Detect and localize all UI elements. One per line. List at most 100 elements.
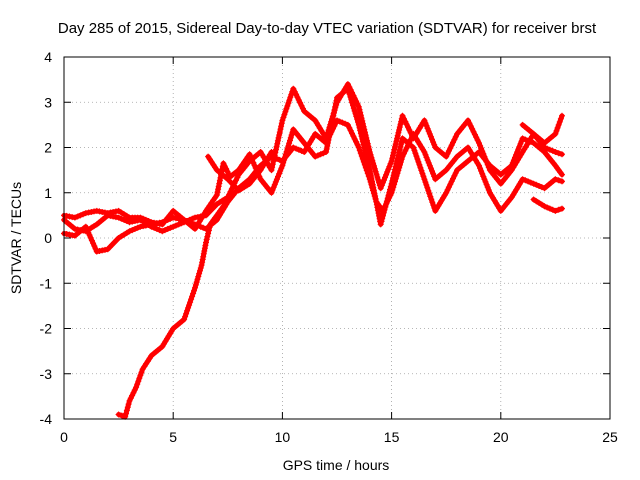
data-point-marker bbox=[82, 210, 89, 217]
data-point-marker bbox=[476, 162, 482, 169]
data-point-marker bbox=[483, 159, 490, 165]
data-point-marker bbox=[275, 173, 281, 180]
data-point-marker bbox=[389, 155, 396, 162]
data-point-marker bbox=[205, 227, 212, 234]
data-point-marker bbox=[133, 384, 140, 391]
data-point-marker bbox=[350, 102, 356, 109]
series-track-6 bbox=[530, 196, 565, 214]
data-point-marker bbox=[445, 184, 452, 191]
data-point-marker bbox=[388, 180, 395, 187]
data-point-marker bbox=[478, 168, 485, 174]
data-point-marker bbox=[479, 148, 486, 155]
data-point-marker bbox=[153, 225, 160, 232]
data-point-marker bbox=[138, 369, 145, 376]
data-point-marker bbox=[193, 279, 200, 286]
data-point-marker bbox=[185, 304, 192, 311]
data-point-marker bbox=[428, 196, 435, 203]
data-point-marker bbox=[418, 167, 425, 174]
data-point-marker bbox=[364, 140, 371, 147]
data-point-marker bbox=[369, 157, 376, 164]
series-track-4 bbox=[115, 196, 231, 420]
data-point-marker bbox=[183, 310, 190, 317]
data-point-marker bbox=[544, 204, 551, 211]
data-point-marker bbox=[268, 189, 275, 196]
data-point-marker bbox=[366, 164, 373, 171]
data-point-marker bbox=[333, 102, 340, 108]
data-point-marker bbox=[346, 124, 353, 131]
data-point-marker bbox=[191, 287, 197, 294]
data-point-marker bbox=[554, 124, 561, 131]
data-point-marker bbox=[365, 161, 372, 168]
data-point-marker bbox=[451, 136, 458, 143]
data-point-marker bbox=[286, 97, 293, 104]
data-point-marker bbox=[430, 202, 437, 209]
data-point-marker bbox=[389, 177, 396, 184]
data-point-marker bbox=[282, 151, 289, 158]
data-point-marker bbox=[88, 209, 95, 215]
data-point-marker bbox=[134, 217, 141, 224]
data-point-marker bbox=[426, 162, 433, 169]
data-point-marker bbox=[123, 407, 130, 414]
data-point-marker bbox=[276, 129, 283, 136]
data-point-marker bbox=[448, 142, 455, 149]
data-point-marker bbox=[375, 176, 382, 183]
data-point-marker bbox=[423, 122, 430, 129]
data-point-marker bbox=[390, 172, 397, 179]
data-point-marker bbox=[394, 155, 401, 162]
x-tick-label: 10 bbox=[275, 429, 291, 445]
y-tick-label: 0 bbox=[44, 230, 52, 246]
data-point-marker bbox=[271, 152, 278, 159]
data-point-marker bbox=[473, 134, 480, 141]
data-point-marker bbox=[288, 132, 295, 138]
data-point-marker bbox=[194, 276, 201, 283]
series-track-7 bbox=[519, 121, 565, 158]
data-point-marker bbox=[129, 392, 136, 399]
data-point-marker bbox=[426, 130, 433, 137]
data-point-marker bbox=[203, 236, 210, 243]
data-point-marker bbox=[276, 132, 283, 138]
data-point-marker bbox=[162, 227, 168, 234]
data-point-marker bbox=[372, 193, 379, 199]
data-point-marker bbox=[415, 158, 422, 165]
data-point-marker bbox=[371, 190, 378, 197]
data-point-marker bbox=[156, 227, 163, 234]
data-point-marker bbox=[383, 201, 390, 208]
data-point-marker bbox=[382, 174, 388, 181]
data-point-marker bbox=[186, 216, 193, 223]
y-tick-label: -1 bbox=[40, 275, 53, 291]
data-point-marker bbox=[216, 177, 223, 184]
data-point-marker bbox=[421, 149, 428, 155]
data-point-marker bbox=[392, 163, 399, 170]
data-point-marker bbox=[182, 313, 189, 320]
data-point-marker bbox=[276, 170, 283, 177]
data-point-marker bbox=[127, 395, 134, 402]
data-point-marker bbox=[427, 165, 434, 172]
data-point-marker bbox=[214, 189, 221, 196]
data-point-marker bbox=[372, 168, 379, 175]
data-point-marker bbox=[517, 140, 524, 147]
data-point-marker bbox=[394, 132, 401, 139]
data-point-marker bbox=[379, 215, 386, 222]
data-point-marker bbox=[86, 232, 93, 238]
data-point-marker bbox=[430, 139, 437, 146]
data-point-marker bbox=[557, 115, 564, 122]
data-point-marker bbox=[369, 181, 376, 188]
data-point-marker bbox=[192, 284, 198, 291]
data-point-marker bbox=[480, 150, 487, 157]
data-point-marker bbox=[394, 158, 401, 165]
data-point-marker bbox=[417, 164, 424, 171]
data-point-marker bbox=[465, 117, 471, 124]
data-point-marker bbox=[515, 146, 522, 153]
data-point-marker bbox=[407, 129, 414, 136]
data-point-marker bbox=[188, 296, 195, 303]
data-point-marker bbox=[369, 178, 376, 185]
data-point-marker bbox=[392, 143, 398, 150]
data-point-marker bbox=[71, 225, 78, 232]
data-point-marker bbox=[373, 171, 380, 178]
data-point-marker bbox=[359, 120, 366, 127]
data-point-marker bbox=[134, 381, 141, 388]
series-track-1 bbox=[61, 117, 565, 255]
data-point-marker bbox=[402, 147, 409, 154]
data-point-marker bbox=[285, 143, 292, 150]
data-point-marker bbox=[287, 137, 293, 144]
